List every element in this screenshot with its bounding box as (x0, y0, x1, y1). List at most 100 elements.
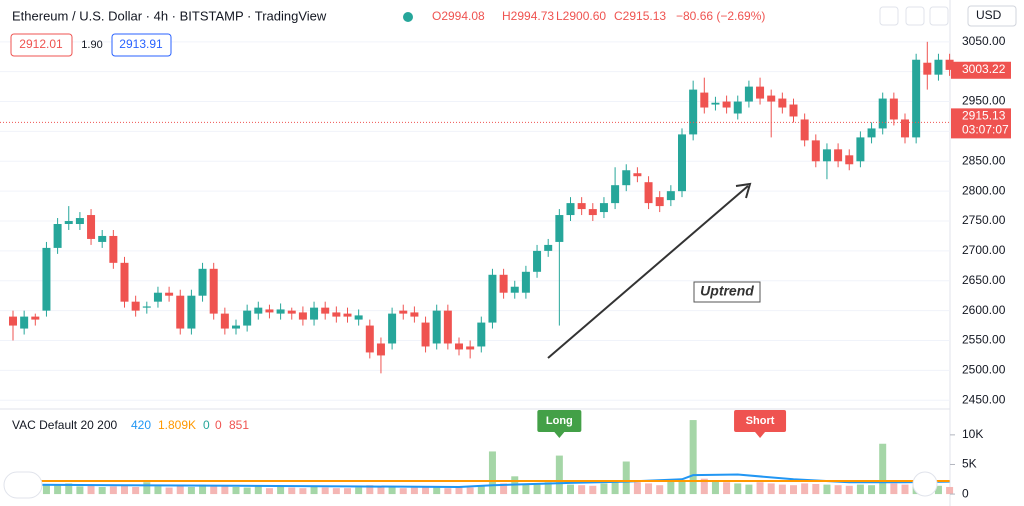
candle-body (142, 306, 151, 308)
signal-pointer (755, 432, 766, 438)
candle-body (588, 209, 597, 216)
ohlc-open: O2994.08 (432, 9, 485, 23)
volume-bar (879, 443, 887, 495)
volume-bar (801, 483, 809, 495)
volume-bar (488, 451, 496, 495)
candle-body (310, 307, 319, 320)
candle-body (622, 170, 631, 186)
candle-body (678, 134, 686, 192)
candle-body (399, 310, 408, 314)
volume-tick-label: 5K (962, 457, 977, 471)
candle-body (566, 203, 575, 216)
candle-body (488, 274, 497, 323)
candle-body (298, 312, 307, 320)
ohlc-high: H2994.73 (502, 9, 554, 23)
candle-body (20, 316, 29, 329)
volume-bar (689, 420, 697, 495)
volume-bar (288, 487, 296, 495)
candle-body (265, 309, 274, 313)
candle-body (376, 343, 385, 356)
volume-bar (199, 484, 207, 495)
candle-body (254, 307, 263, 314)
y-tick-label: 3050.00 (962, 34, 1006, 48)
candle-body (388, 313, 397, 344)
volume-bar (622, 461, 630, 495)
scroll-button[interactable] (912, 471, 938, 497)
logo[interactable] (3, 471, 43, 499)
sell-price[interactable]: 2912.01 (19, 37, 63, 51)
y-tick-label: 2600.00 (962, 303, 1006, 317)
candle-body (232, 325, 240, 329)
sell-button[interactable] (10, 33, 73, 57)
candle-body (533, 250, 542, 272)
candle-body (599, 203, 608, 213)
volume-bar (934, 485, 942, 495)
volume-bar (734, 483, 742, 495)
volume-title: VAC Default 20 200 (12, 418, 118, 432)
last-price-box (951, 108, 1011, 139)
volume-bar (700, 478, 708, 495)
candle-body (243, 310, 252, 326)
volume-pane (9, 420, 954, 495)
volume-bar (210, 485, 218, 495)
candle-body (644, 182, 653, 204)
candle-body (365, 325, 374, 353)
icon-button[interactable] (879, 6, 899, 26)
volume-bar (767, 483, 775, 495)
buy-price[interactable]: 2913.91 (119, 37, 163, 51)
volume-bar (555, 455, 563, 495)
volume-bar (399, 488, 407, 495)
candle-body (410, 312, 419, 317)
candle-body (131, 301, 140, 311)
volume-bar (355, 487, 363, 495)
signal-tag (537, 410, 582, 432)
volume-legend: 420 (131, 418, 151, 432)
candle-body (945, 59, 954, 70)
volume-bar (645, 483, 653, 495)
volume-bar (890, 483, 898, 495)
volume-bar (154, 486, 162, 495)
y-tick-label: 2550.00 (962, 333, 1006, 347)
candle-body (187, 295, 196, 329)
candle-body (811, 140, 820, 162)
candle-body (934, 59, 943, 75)
volume-bar (466, 487, 474, 495)
y-tick-label: 2500.00 (962, 363, 1006, 377)
candle-body (901, 119, 909, 138)
signal-label: Short (746, 415, 775, 427)
current-price-box (951, 61, 1011, 79)
volume-bar (500, 483, 508, 495)
signal-tag (734, 410, 787, 432)
volume-bar (98, 486, 106, 495)
current-price-label: 3003.22 (962, 62, 1006, 76)
candle-body (856, 137, 865, 162)
volume-bar (812, 484, 820, 495)
trend-arrow (547, 185, 749, 359)
volume-bar (633, 482, 641, 495)
buy-button[interactable] (111, 33, 172, 57)
volume-bar (578, 485, 586, 495)
currency[interactable]: USD (976, 8, 1002, 22)
volume-bar (243, 487, 251, 495)
candle-body (332, 312, 341, 317)
volume-tick-label: 10K (962, 427, 983, 441)
volume-tick-label: 0 (962, 486, 969, 500)
volume-bar (667, 481, 675, 495)
candle-body (789, 104, 798, 117)
candle-body (611, 185, 620, 204)
volume-bar (109, 486, 117, 495)
volume-bar (121, 485, 128, 495)
candle-body (666, 191, 675, 201)
candle-body (689, 89, 698, 135)
currency-select[interactable] (967, 5, 1017, 27)
candle-body (499, 274, 508, 293)
candle-body (923, 62, 932, 75)
volume-bar (87, 485, 95, 495)
candle-body (220, 313, 229, 329)
icon-button[interactable] (905, 6, 925, 26)
annotation: Uptrend (700, 283, 754, 299)
icon-button[interactable] (929, 6, 949, 26)
spread: 1.90 (81, 39, 102, 51)
candle-body (455, 343, 463, 350)
